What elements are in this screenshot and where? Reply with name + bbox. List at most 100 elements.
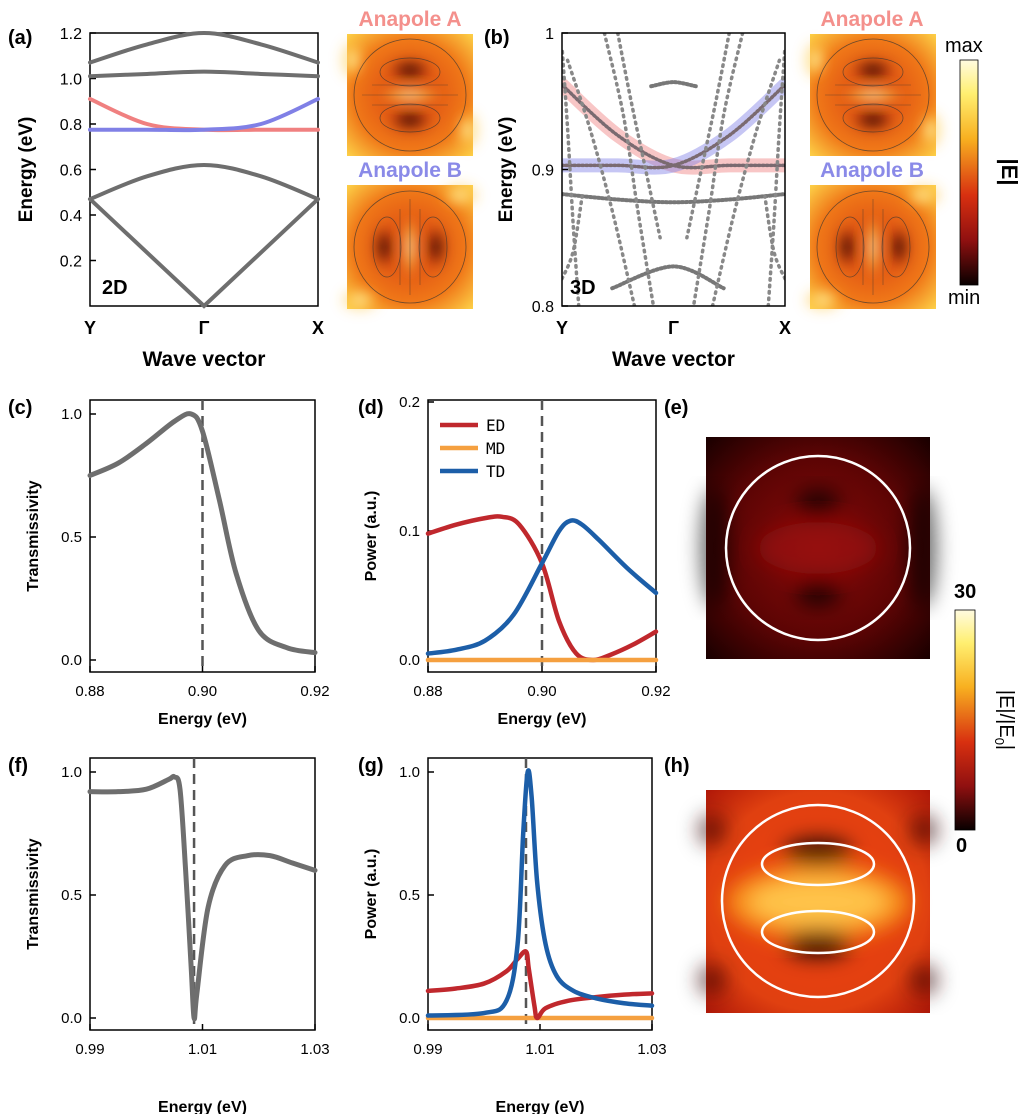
anapole-b-band-3d [562,77,785,175]
x-tick-label-f-1: 1.01 [188,1041,217,1058]
chart-f-transmissivity: 0.99 1.01 1.03 0.0 0.5 1.0 Energy (eV) Transmis… [25,757,330,1114]
series-line-d-0 [425,514,659,663]
series-line-f-0 [87,773,318,1022]
chart-a-band-structure-2d: 0.2 0.4 0.6 0.8 1.0 1.2 Y Γ X Wave vector Energy (… [16,26,324,371]
colorbar-top-min: min [948,287,980,309]
y-tick-label-a-0: 0.2 [60,254,82,271]
y-axis-label-c: Transmissivity [25,480,42,591]
legend-label-ed: ED [486,416,505,435]
series-line-g-0 [425,949,655,1021]
light-line-6 [562,44,581,306]
colorbar-top-label: |E| [997,159,1022,186]
chart-c-transmissivity: 0.88 0.90 0.92 0.0 0.5 1.0 Energy (eV) Transmis… [25,399,330,728]
x-tick-label-f-2: 1.03 [300,1041,329,1058]
x-tick-label-c-2: 0.92 [300,683,329,700]
panel-label-g: (g) [358,755,384,777]
y-tick-label-g-2: 1.0 [399,764,420,781]
colorbar-top: max min |E| [945,35,1022,309]
x-tick-label-c-1: 0.90 [188,683,217,700]
light-line-8 [562,195,584,281]
field-map-e [701,437,936,659]
chart-b-plot-area [562,33,785,306]
band-1 [88,162,320,202]
x-axis-label-g: Energy (eV) [496,1099,585,1114]
y-tick-label-a-4: 1.0 [60,72,82,89]
x-tick-label-d-2: 0.92 [641,683,670,700]
x-tick-label-g-0: 0.99 [413,1041,442,1058]
x-tick-label-a-0: Y [84,318,96,338]
band-3d-line-1 [562,83,785,170]
inset-label-a: 2D [102,277,128,299]
band-0 [88,197,320,309]
x-axis-label-b: Wave vector [612,348,735,371]
chart-f-frame [89,757,316,1031]
x-tick-label-b-2: X [779,318,791,338]
panel-label-f: (f) [8,755,28,777]
light-line-1 [616,33,662,240]
colorbar-right: 30 0 |E|/|E0| [954,581,1017,857]
field-map-a-top-label: Anapole A [358,8,461,31]
x-tick-label-f-0: 0.99 [75,1041,104,1058]
panel-label-h: (h) [664,755,690,777]
y-tick-label-a-2: 0.6 [60,163,82,180]
field-map-a-anapole-b: Anapole B [340,159,480,312]
light-line-7 [766,44,785,306]
field-map-b-anapole-b: Anapole B [803,159,943,312]
panel-label-c: (c) [8,397,32,419]
x-axis-label-d: Energy (eV) [498,711,587,728]
legend-label-td: TD [486,462,505,481]
y-tick-label-c-1: 0.5 [61,529,82,546]
band-4 [88,69,320,79]
chart-b-band-structure-3d: 0.8 0.9 1 Y Γ X Wave vector Energy (eV) 3D [496,26,791,371]
y-axis-label-g: Power (a.u.) [363,849,380,940]
inset-label-b: 3D [570,277,596,299]
band-3d-line-0 [562,83,785,170]
x-tick-label-d-0: 0.88 [413,683,442,700]
x-tick-label-c-0: 0.88 [75,683,104,700]
x-tick-label-b-1: Γ [668,318,679,338]
light-line-2 [691,33,745,306]
series-line-g-2 [425,768,655,1018]
colorbar-right-min: 0 [956,835,967,857]
y-tick-label-b-1: 0.9 [532,163,554,180]
y-tick-label-c-0: 0.0 [61,652,82,669]
y-tick-label-d-0: 0.0 [399,652,420,669]
y-tick-label-b-2: 1 [545,26,554,43]
y-tick-label-d-1: 0.1 [399,523,420,540]
light-line-0 [602,33,656,306]
x-tick-label-g-1: 1.01 [525,1041,554,1058]
x-axis-label-a: Wave vector [143,348,266,371]
y-tick-label-f-2: 1.0 [61,764,82,781]
legend-label-md: MD [486,439,505,458]
x-tick-label-a-2: X [312,318,324,338]
band-3d-4 [610,264,726,291]
field-map-b-top-label: Anapole A [820,8,923,31]
x-tick-label-g-2: 1.03 [637,1041,666,1058]
light-line-3 [685,33,731,240]
y-axis-label-a: Energy (eV) [16,117,37,223]
field-map-b-anapole-a: Anapole A [803,8,943,156]
band-3 [88,96,320,133]
y-tick-label-d-2: 0.2 [399,394,420,411]
panel-label-e: (e) [664,397,688,419]
field-map-b-bottom-label: Anapole B [820,159,924,182]
y-tick-label-b-0: 0.8 [532,299,554,316]
y-axis-label-d: Power (a.u.) [363,491,380,582]
x-tick-label-b-0: Y [556,318,568,338]
field-map-h [698,790,938,1013]
x-tick-label-a-1: Γ [199,318,210,338]
band-3d-2 [649,80,698,89]
x-axis-label-c: Energy (eV) [158,711,247,728]
x-tick-label-d-1: 0.90 [527,683,556,700]
colorbar-right-label: |E|/|E0| [992,690,1017,750]
y-tick-label-f-1: 0.5 [61,887,82,904]
y-axis-label-b: Energy (eV) [496,117,517,223]
field-map-a-bottom-label: Anapole B [358,159,462,182]
panel-label-a: (a) [8,27,32,49]
light-line-4 [565,58,637,306]
chart-d-power: 0.88 0.90 0.92 0.0 0.1 0.2 Energy (eV) Power (a… [363,394,671,728]
series-line-c-0 [87,411,318,656]
colorbar-top-max: max [945,35,983,57]
y-tick-label-g-1: 0.5 [399,887,420,904]
band-5 [88,30,320,65]
